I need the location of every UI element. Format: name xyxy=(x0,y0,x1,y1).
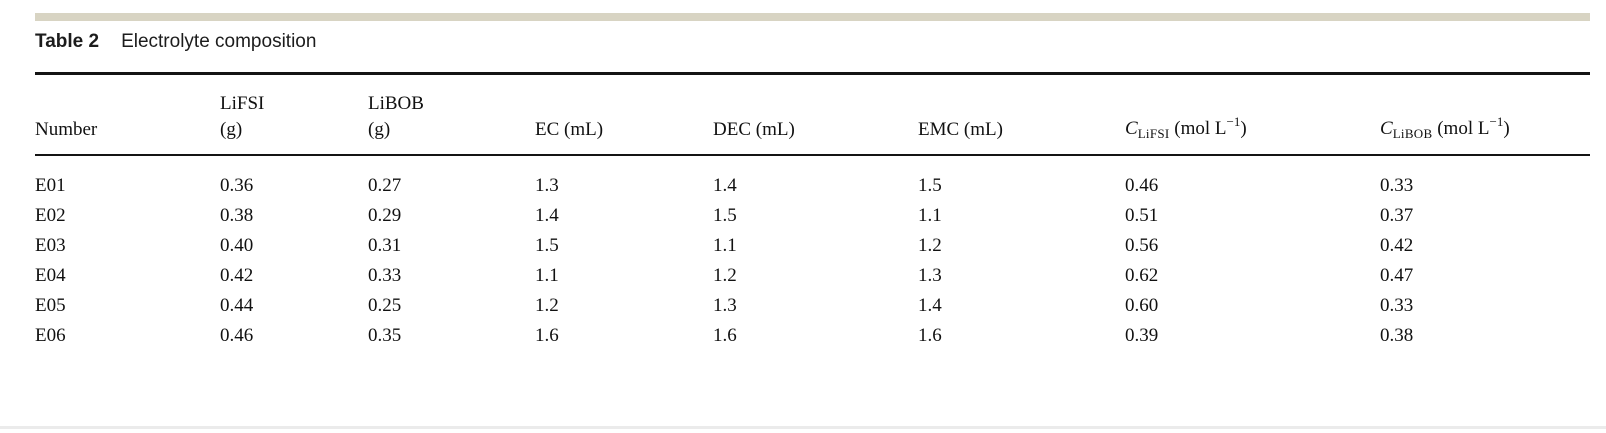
value-cell: 0.56 xyxy=(1125,235,1159,256)
header-label: EC (mL) xyxy=(535,119,604,140)
value-cell: 1.5 xyxy=(918,175,942,196)
header-label-line2: (g) xyxy=(220,119,243,140)
value-cell: 1.5 xyxy=(713,205,737,226)
value-cell: 1.6 xyxy=(535,325,559,346)
concentration-symbol: C xyxy=(1380,118,1393,139)
header-label-line1: LiFSI xyxy=(220,93,265,114)
unit-text: (mol L xyxy=(1432,118,1490,139)
column-header-lifsi-mass: LiFSI (g) xyxy=(220,72,368,156)
value-cell: 1.1 xyxy=(918,205,942,226)
value-cell: 0.44 xyxy=(220,295,254,316)
table-caption: Table 2 Electrolyte composition xyxy=(35,31,316,53)
caption-text: Electrolyte composition xyxy=(121,31,317,52)
header-label-line2: (g) xyxy=(368,119,391,140)
row-id-cell: E06 xyxy=(35,325,66,346)
row-id-cell: E01 xyxy=(35,175,66,196)
unit-text: (mol L xyxy=(1169,118,1227,139)
value-cell: 0.31 xyxy=(368,235,402,256)
concentration-symbol: C xyxy=(1125,118,1138,139)
value-cell: 1.1 xyxy=(713,235,737,256)
value-cell: 1.4 xyxy=(918,295,942,316)
value-cell: 0.35 xyxy=(368,325,402,346)
value-cell: 1.2 xyxy=(713,265,737,286)
value-cell: 1.3 xyxy=(535,175,559,196)
header-label-line1: LiBOB xyxy=(368,93,424,114)
value-cell: 0.47 xyxy=(1380,265,1414,286)
row-id-cell: E04 xyxy=(35,265,66,286)
value-cell: 0.51 xyxy=(1125,205,1159,226)
value-cell: 0.33 xyxy=(1380,175,1414,196)
value-cell: 1.6 xyxy=(918,325,942,346)
value-cell: 0.46 xyxy=(1125,175,1159,196)
electrolyte-composition-table: Number LiFSI (g) LiBOB (g) EC (mL) DEC (… xyxy=(35,72,1590,351)
header-row: Number LiFSI (g) LiBOB (g) EC (mL) DEC (… xyxy=(35,72,1590,156)
value-cell: 0.62 xyxy=(1125,265,1159,286)
column-header-emc-volume: EMC (mL) xyxy=(918,72,1125,156)
value-cell: 0.39 xyxy=(1125,325,1159,346)
value-cell: 0.27 xyxy=(368,175,402,196)
value-cell: 0.38 xyxy=(220,205,254,226)
value-cell: 1.3 xyxy=(713,295,737,316)
column-header-number: Number xyxy=(35,72,220,156)
subscript-libob: LiBOB xyxy=(1392,126,1433,141)
table-row: E05 0.44 0.25 1.2 1.3 1.4 0.60 0.33 xyxy=(35,291,1590,321)
table-row: E06 0.46 0.35 1.6 1.6 1.6 0.39 0.38 xyxy=(35,321,1590,351)
value-cell: 1.3 xyxy=(918,265,942,286)
top-accent-bar xyxy=(35,13,1590,21)
unit-close: ) xyxy=(1503,118,1510,139)
table-row: E03 0.40 0.31 1.5 1.1 1.2 0.56 0.42 xyxy=(35,231,1590,261)
value-cell: 0.38 xyxy=(1380,325,1414,346)
column-header-dec-volume: DEC (mL) xyxy=(713,72,918,156)
value-cell: 1.4 xyxy=(713,175,737,196)
value-cell: 0.40 xyxy=(220,235,254,256)
table-row: E01 0.36 0.27 1.3 1.4 1.5 0.46 0.33 xyxy=(35,155,1590,201)
column-header-ec-volume: EC (mL) xyxy=(535,72,713,156)
superscript-exponent: −1 xyxy=(1226,114,1241,129)
column-header-c-libob: CLiBOB (mol L−1) xyxy=(1380,72,1590,156)
value-cell: 1.1 xyxy=(535,265,559,286)
superscript-exponent: −1 xyxy=(1489,114,1504,129)
value-cell: 0.46 xyxy=(220,325,254,346)
value-cell: 0.25 xyxy=(368,295,402,316)
value-cell: 0.36 xyxy=(220,175,254,196)
value-cell: 1.2 xyxy=(918,235,942,256)
table-label: Table 2 xyxy=(35,31,100,52)
value-cell: 0.33 xyxy=(1380,295,1414,316)
table-row: E02 0.38 0.29 1.4 1.5 1.1 0.51 0.37 xyxy=(35,201,1590,231)
subscript-lifsi: LiFSI xyxy=(1137,126,1170,141)
value-cell: 1.2 xyxy=(535,295,559,316)
value-cell: 1.5 xyxy=(535,235,559,256)
value-cell: 0.37 xyxy=(1380,205,1414,226)
column-header-c-lifsi: CLiFSI (mol L−1) xyxy=(1125,72,1380,156)
table-body: E01 0.36 0.27 1.3 1.4 1.5 0.46 0.33 E02 0.38 0.29 1… xyxy=(35,155,1590,351)
column-header-libob-mass: LiBOB (g) xyxy=(368,72,535,156)
value-cell: 0.33 xyxy=(368,265,402,286)
row-id-cell: E03 xyxy=(35,235,66,256)
value-cell: 1.4 xyxy=(535,205,559,226)
header-label: EMC (mL) xyxy=(918,119,1003,140)
bottom-divider xyxy=(0,426,1606,429)
value-cell: 0.29 xyxy=(368,205,402,226)
header-label: Number xyxy=(35,119,98,140)
value-cell: 0.42 xyxy=(1380,235,1414,256)
unit-close: ) xyxy=(1240,118,1247,139)
value-cell: 0.60 xyxy=(1125,295,1159,316)
row-id-cell: E02 xyxy=(35,205,66,226)
value-cell: 1.6 xyxy=(713,325,737,346)
header-label: DEC (mL) xyxy=(713,119,795,140)
row-id-cell: E05 xyxy=(35,295,66,316)
value-cell: 0.42 xyxy=(220,265,254,286)
table-row: E04 0.42 0.33 1.1 1.2 1.3 0.62 0.47 xyxy=(35,261,1590,291)
